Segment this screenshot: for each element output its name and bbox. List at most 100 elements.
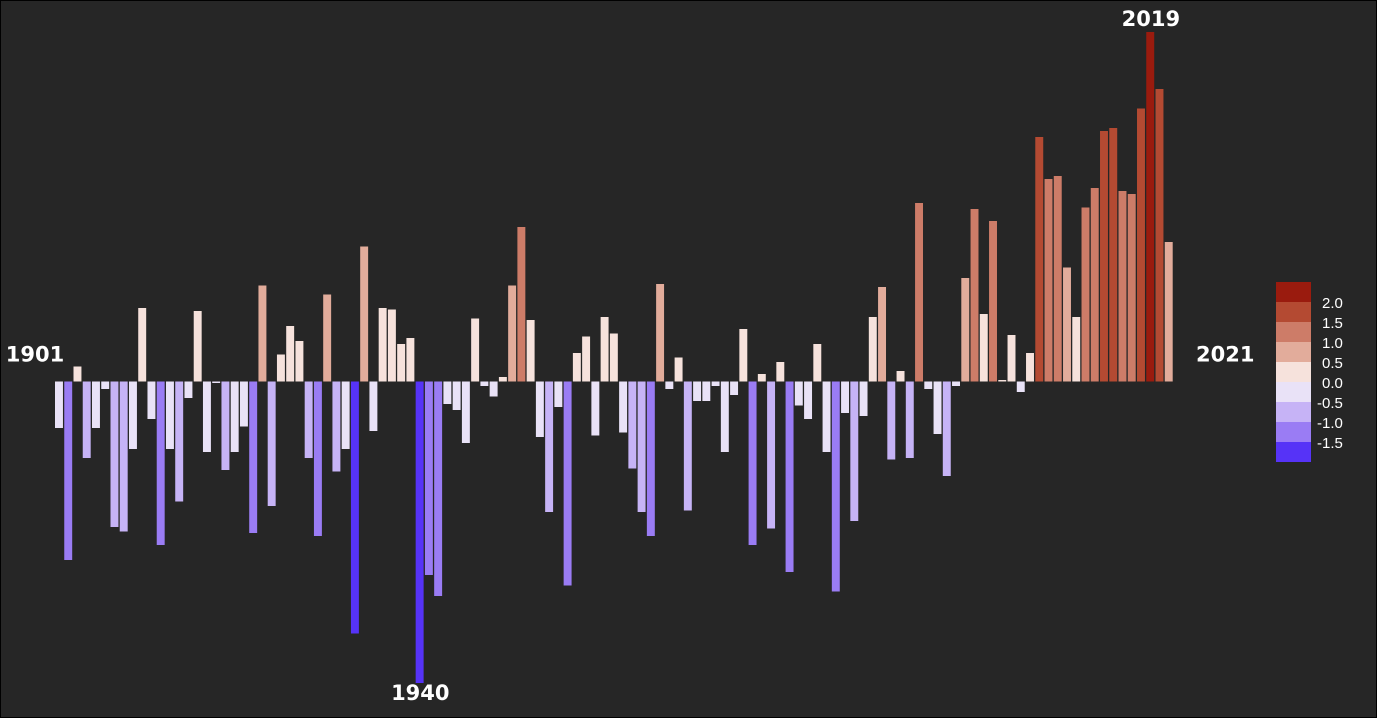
bar	[230, 381, 239, 452]
bar	[415, 381, 424, 683]
bar	[443, 381, 452, 404]
bar	[1155, 89, 1164, 382]
bar	[878, 287, 887, 382]
bar	[545, 381, 554, 512]
bar	[1137, 108, 1145, 382]
year-label: 2021	[1196, 343, 1254, 367]
bar	[313, 381, 322, 536]
bar	[572, 353, 581, 382]
bar	[267, 381, 276, 506]
bar	[55, 381, 63, 428]
bar	[739, 329, 748, 382]
bar	[757, 374, 766, 382]
bar	[508, 285, 517, 382]
bar	[323, 294, 332, 382]
bar	[239, 381, 248, 427]
bar	[1026, 353, 1034, 382]
bar	[406, 338, 415, 382]
bar	[147, 381, 156, 419]
legend-swatch	[1276, 442, 1311, 462]
legend-label: -0.5	[1317, 395, 1343, 412]
bar	[175, 381, 184, 502]
legend-label: 1.5	[1322, 315, 1343, 332]
bar	[794, 381, 803, 406]
bar	[387, 309, 396, 382]
bar	[424, 381, 433, 575]
bar	[591, 381, 600, 436]
bar	[249, 381, 258, 533]
bar	[498, 377, 507, 382]
legend-label: -1.0	[1317, 415, 1343, 432]
bar	[286, 326, 295, 382]
legend-label: -1.5	[1317, 435, 1343, 452]
bar	[804, 381, 813, 419]
bar	[600, 317, 609, 382]
bar	[822, 381, 831, 452]
bar	[646, 381, 655, 536]
bar	[665, 381, 674, 389]
bar	[693, 381, 702, 401]
bar	[397, 344, 406, 382]
bar	[1100, 131, 1108, 382]
bar	[332, 381, 341, 472]
legend-label: 1.0	[1322, 335, 1343, 352]
bar	[480, 381, 489, 386]
legend-swatch	[1276, 362, 1311, 382]
bar	[471, 318, 480, 382]
bar	[165, 381, 174, 449]
bar	[128, 381, 137, 449]
bar	[1109, 128, 1118, 382]
bar	[1090, 188, 1099, 382]
bar	[683, 381, 692, 511]
year-label: 2019	[1122, 7, 1180, 31]
bar	[101, 381, 110, 389]
bar	[961, 278, 970, 382]
bar	[110, 381, 119, 527]
bar	[535, 381, 544, 437]
bar	[304, 381, 313, 458]
bar	[868, 317, 877, 382]
bar	[517, 227, 526, 382]
bar	[628, 381, 637, 469]
year-label: 1940	[391, 681, 449, 705]
bar	[924, 381, 933, 389]
bar	[915, 203, 924, 382]
bar	[1081, 207, 1090, 382]
bar	[212, 381, 221, 383]
bar	[91, 381, 100, 428]
bar	[119, 381, 128, 532]
bar	[563, 381, 572, 586]
legend-swatch	[1276, 402, 1311, 422]
bar	[850, 381, 859, 521]
bar	[1127, 194, 1136, 382]
bar	[1118, 191, 1127, 382]
bar	[767, 381, 776, 529]
bar	[841, 381, 850, 413]
bar	[526, 320, 535, 382]
bar	[1044, 179, 1053, 382]
legend-swatch	[1276, 302, 1311, 322]
bar	[1164, 242, 1173, 382]
bar	[341, 381, 350, 449]
bar	[258, 285, 267, 382]
legend-swatch	[1276, 282, 1311, 302]
bar	[582, 336, 591, 382]
legend-swatch	[1276, 322, 1311, 342]
bar	[489, 381, 498, 397]
bar	[138, 308, 147, 382]
bar	[896, 371, 905, 382]
bar	[1016, 381, 1025, 392]
bar	[193, 311, 202, 382]
bar	[942, 381, 951, 476]
legend-label: 0.0	[1322, 375, 1343, 392]
bar	[785, 381, 794, 572]
bar	[184, 381, 193, 398]
bar	[554, 381, 563, 407]
bar	[1053, 176, 1062, 382]
bar	[434, 381, 443, 596]
bar	[656, 284, 665, 382]
bar	[702, 381, 711, 401]
bar	[813, 344, 822, 382]
bar	[952, 381, 960, 386]
